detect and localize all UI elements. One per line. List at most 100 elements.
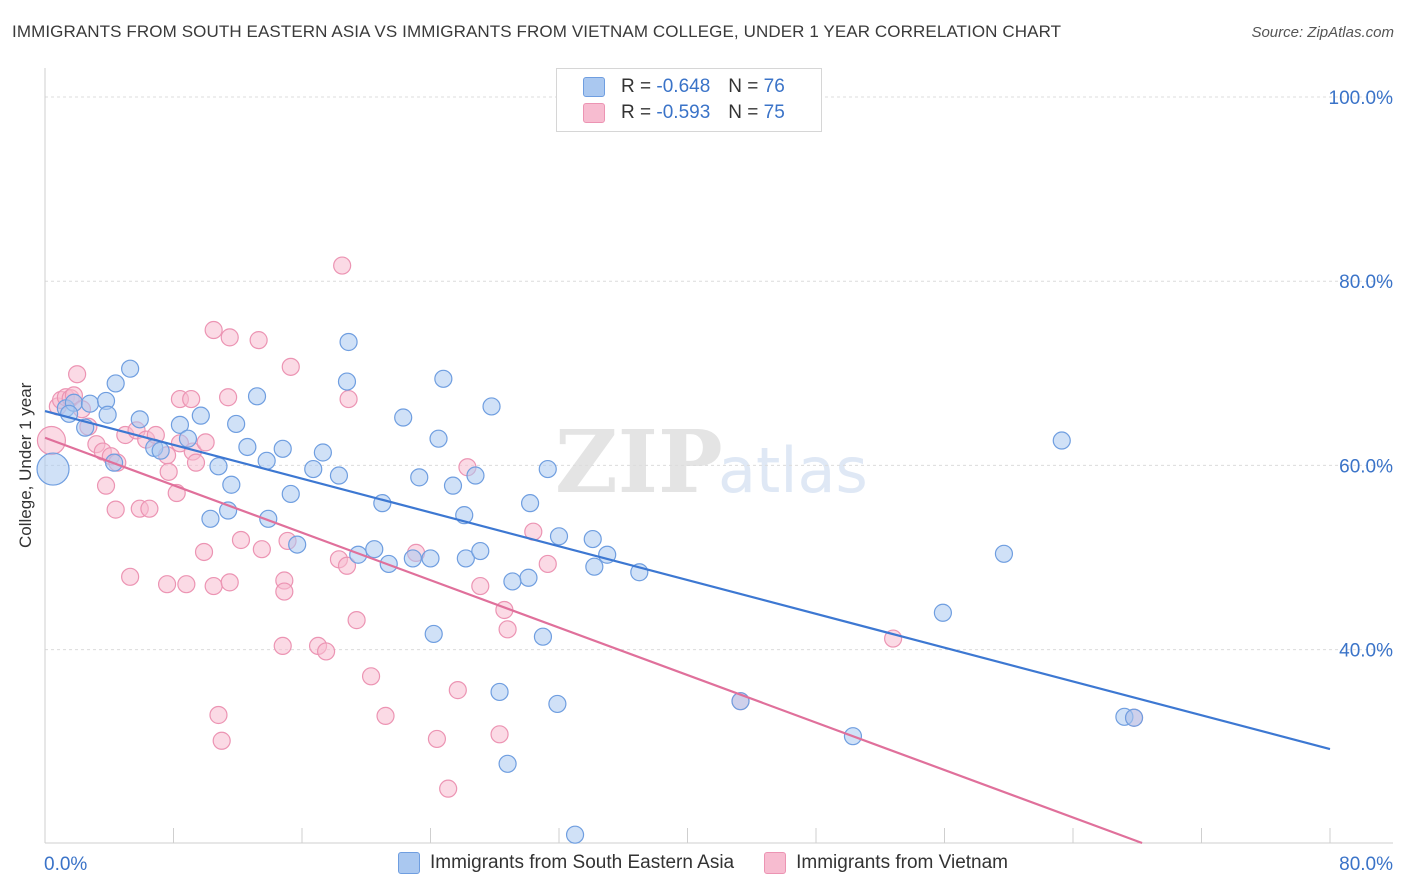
sea-point	[490, 682, 509, 702]
vietnam-point	[273, 636, 292, 656]
vietnam-point	[538, 554, 557, 574]
sea-point	[238, 437, 257, 457]
series2-swatch	[583, 103, 605, 123]
sea-point	[498, 754, 517, 773]
vietnam-point	[220, 573, 239, 592]
vietnam-point	[219, 388, 238, 407]
sea-point	[80, 394, 100, 413]
legend-row-series1: R = -0.648 N = 76	[583, 74, 785, 100]
vietnam-point	[249, 331, 268, 350]
vietnam-point	[361, 667, 381, 686]
sea-point	[1052, 431, 1071, 450]
series2-legend-label: Immigrants from Vietnam	[796, 852, 1009, 873]
vietnam-point	[106, 500, 125, 519]
sea-point	[329, 466, 349, 485]
vietnam-point	[427, 729, 447, 749]
vietnam-point	[121, 567, 140, 586]
sea-point	[106, 374, 125, 393]
vietnam-trend-line	[44, 436, 1143, 845]
x-tick-label-min: 0.0%	[44, 854, 87, 875]
sea-point	[151, 441, 170, 460]
sea-point	[565, 825, 585, 844]
sea-point	[121, 359, 140, 378]
sea-point	[424, 624, 443, 644]
sea-point	[178, 429, 198, 448]
legend-r-label: R =	[621, 76, 652, 97]
vietnam-point	[252, 540, 271, 559]
y-axis-label: College, Under 1 year	[16, 382, 35, 548]
chart-title: IMMIGRANTS FROM SOUTH EASTERN ASIA VS IM…	[12, 22, 1062, 41]
vietnam-point	[337, 556, 357, 575]
sea-point	[273, 439, 292, 458]
sea-point	[533, 627, 553, 646]
sea-point	[281, 484, 300, 504]
sea-point	[259, 509, 278, 528]
vietnam-point	[196, 433, 215, 452]
legend-r-label: R =	[621, 102, 652, 123]
sea-point	[403, 549, 422, 568]
vietnam-point	[347, 611, 366, 630]
sea-point	[548, 694, 567, 714]
vietnam-point	[220, 328, 239, 347]
sea-point	[443, 476, 463, 495]
correlation-legend: R = -0.648 N = 76 R = -0.593 N = 75	[556, 68, 822, 132]
sea-point	[222, 475, 241, 494]
vietnam-point	[316, 642, 336, 661]
legend-r-value: -0.648	[656, 76, 711, 97]
y-tick-label: 80.0%	[1339, 272, 1393, 293]
legend-n-value: 75	[763, 102, 785, 123]
vietnam-point	[471, 576, 490, 596]
vietnam-point	[376, 706, 395, 726]
sea-point	[583, 529, 602, 549]
sea-point	[466, 466, 485, 485]
legend-item-series2: Immigrants from Vietnam	[764, 852, 1008, 874]
vietnam-point	[96, 476, 116, 495]
sea-point	[410, 468, 429, 487]
sea-point	[201, 509, 220, 528]
vietnam-point	[204, 576, 223, 596]
y-tick-label: 60.0%	[1339, 456, 1393, 477]
vietnam-point	[157, 575, 177, 594]
sea-point	[365, 540, 384, 559]
sea-point	[421, 549, 440, 568]
legend-r-value: -0.593	[656, 102, 711, 123]
sea-point	[247, 387, 267, 406]
vietnam-point	[275, 582, 294, 601]
vietnam-point	[182, 389, 201, 409]
sea-point	[337, 372, 357, 391]
sea-point	[394, 408, 413, 427]
y-tick-label: 40.0%	[1339, 641, 1393, 662]
vietnam-point	[186, 453, 206, 472]
vietnam-point	[498, 620, 517, 639]
vietnam-point	[204, 320, 223, 340]
sea-point	[304, 459, 323, 479]
vietnam-point	[177, 575, 196, 594]
vietnam-point	[231, 530, 251, 550]
watermark-atlas: atlas	[718, 434, 868, 507]
sea-point	[549, 527, 569, 546]
legend-n-label: N =	[728, 102, 759, 123]
vietnam-point	[333, 256, 352, 275]
sea-point	[994, 544, 1014, 563]
sea-point	[130, 410, 149, 429]
sea-point	[519, 568, 538, 587]
sea-point	[933, 603, 952, 622]
legend-n-label: N =	[728, 76, 759, 97]
sea-point	[503, 572, 522, 591]
vietnam-point	[194, 542, 214, 562]
sea-point	[209, 457, 228, 476]
sea-point	[349, 545, 368, 564]
vietnam-point	[209, 705, 228, 725]
sea-point	[191, 406, 210, 425]
watermark-zip: ZIP	[555, 412, 723, 513]
sea-point	[520, 494, 540, 513]
series2-legend-swatch	[764, 852, 787, 874]
sea-point	[98, 405, 117, 424]
legend-item-series1: Immigrants from South Eastern Asia	[398, 852, 734, 874]
sea-point	[434, 369, 453, 388]
sea-point	[538, 459, 557, 479]
legend-n-value: 76	[763, 76, 785, 97]
sea-point	[471, 541, 490, 561]
y-tick-label: 100.0%	[1329, 88, 1394, 109]
